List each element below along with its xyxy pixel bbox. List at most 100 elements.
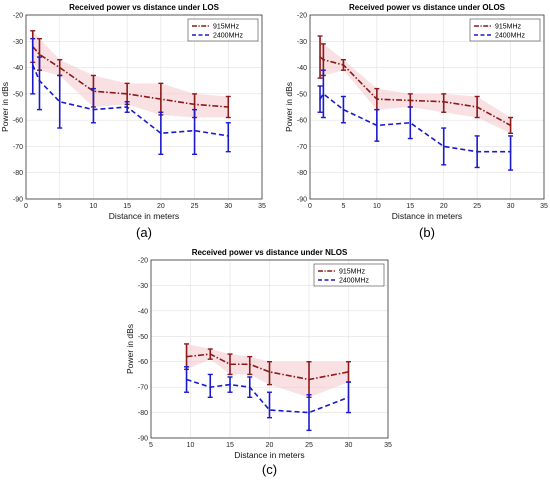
x-tick-label: 25 (473, 203, 481, 210)
chart-title: Received power vs distance under OLOS (349, 3, 506, 12)
data-point (160, 98, 162, 100)
series-915mhz (317, 35, 514, 134)
legend-label: 2400MHz (213, 33, 243, 40)
y-axis-label: Power in dBs (284, 82, 294, 132)
data-point (442, 145, 445, 148)
legend: 915MHz 2400MHz (313, 263, 385, 287)
legend-label: 915MHz (213, 24, 240, 31)
data-point (509, 124, 512, 127)
data-point (268, 409, 271, 411)
data-point (476, 150, 478, 153)
y-tick-label: -90 (13, 197, 23, 204)
legend: 915MHz 2400MHz (187, 18, 259, 42)
x-tick-label: 15 (226, 442, 234, 449)
y-tick-label: -60 (13, 118, 23, 125)
x-tick-label: 15 (406, 203, 414, 210)
series-line (32, 64, 229, 137)
data-point (31, 64, 34, 66)
x-tick-label: 5 (149, 442, 153, 449)
x-tick-label: 10 (90, 203, 98, 210)
chart-title: Received power vs distance under NLOS (192, 248, 348, 257)
data-point (319, 98, 321, 100)
legend-label: 915MHz (495, 24, 522, 31)
data-point (126, 93, 128, 95)
y-tick-label: -60 (138, 359, 148, 366)
y-tick-label: -20 (138, 258, 148, 265)
y-tick-label: -40 (13, 65, 23, 72)
x-tick-label: 25 (305, 442, 313, 449)
data-point (322, 58, 325, 61)
plot-frame (25, 14, 263, 200)
x-tick-label: 35 (540, 203, 548, 210)
y-tick-label: -80 (297, 170, 307, 177)
x-tick-label: 35 (258, 203, 266, 210)
y-tick-label: -40 (138, 308, 148, 315)
legend-label: 2400MHz (339, 278, 369, 285)
y-tick-label: -20 (297, 13, 307, 20)
panel-label: (b) (419, 225, 435, 240)
series-line (32, 46, 229, 108)
data-point (308, 378, 310, 381)
y-tick-label: -50 (297, 91, 307, 98)
chart-panel-2: 5 10 15 20 25 30 35 -90 -80 -70 -60 -50 -40 -30 -20 915… (125, 248, 392, 477)
y-tick-label: -80 (138, 410, 148, 417)
x-tick-label: 25 (191, 203, 199, 210)
y-tick-label: -70 (297, 144, 307, 151)
x-tick-label: 0 (24, 203, 28, 210)
y-tick-label: -40 (297, 65, 307, 72)
data-point (442, 100, 445, 103)
panel-label: (c) (262, 462, 277, 477)
series-2400mhz (317, 69, 514, 171)
x-tick-label: 20 (157, 203, 165, 210)
x-tick-label: 10 (187, 442, 195, 449)
data-point (509, 150, 512, 153)
data-point (342, 64, 345, 66)
data-point (227, 135, 230, 137)
y-tick-label: -30 (138, 283, 148, 290)
data-point (160, 132, 162, 135)
x-axis-label: Distance in meters (109, 211, 179, 221)
x-axis-label: Distance in meters (234, 450, 304, 460)
y-tick-label: -50 (13, 91, 23, 98)
data-point (185, 355, 188, 358)
data-point (227, 106, 230, 108)
data-point (409, 121, 412, 124)
series-2400mhz (30, 37, 231, 156)
x-tick-label: 20 (266, 442, 274, 449)
data-point (347, 371, 350, 373)
data-point (92, 108, 95, 111)
x-tick-label: 30 (507, 203, 515, 210)
legend-label: 2400MHz (495, 33, 525, 40)
y-tick-label: -90 (297, 197, 307, 204)
x-tick-label: 35 (384, 442, 392, 449)
y-tick-label: -80 (13, 170, 23, 177)
x-tick-label: 5 (341, 203, 345, 210)
x-tick-label: 5 (58, 203, 62, 210)
data-point (409, 99, 412, 102)
y-axis-label: Power in dBs (125, 324, 135, 374)
y-tick-label: -30 (297, 39, 307, 46)
data-point (193, 129, 196, 132)
data-point (209, 353, 212, 355)
series-line (319, 56, 511, 127)
data-point (58, 66, 61, 69)
data-point (268, 371, 271, 373)
data-point (248, 363, 251, 366)
x-tick-label: 0 (308, 203, 312, 210)
error-band (320, 36, 511, 134)
y-tick-label: -50 (138, 334, 148, 341)
y-tick-label: -30 (13, 39, 23, 46)
y-tick-label: -90 (138, 436, 148, 443)
chart-title: Received power vs distance under LOS (69, 3, 219, 12)
x-tick-label: 30 (345, 442, 353, 449)
error-band (32, 30, 229, 118)
data-point (376, 98, 378, 100)
data-point (229, 383, 231, 386)
y-tick-label: -60 (297, 118, 307, 125)
data-point (209, 386, 212, 388)
data-point (342, 108, 345, 111)
data-point (476, 106, 478, 108)
x-tick-label: 15 (123, 203, 131, 210)
y-tick-label: -70 (13, 144, 23, 151)
